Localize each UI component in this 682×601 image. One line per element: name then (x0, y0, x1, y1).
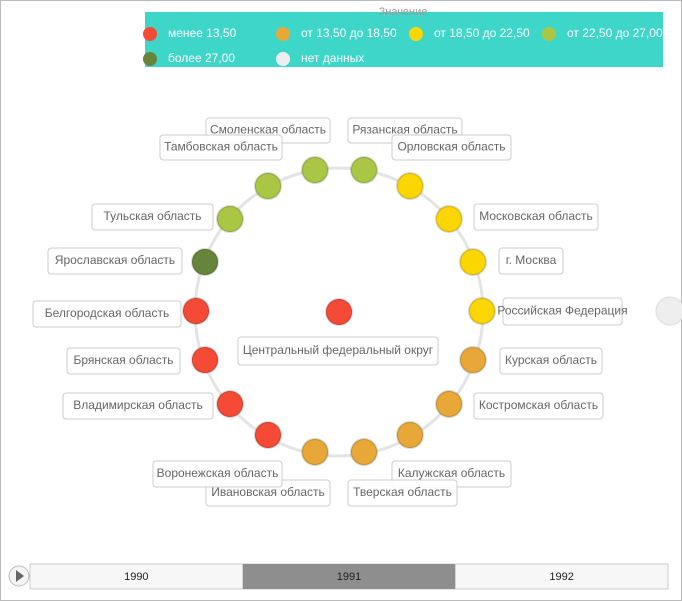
node-label: Тамбовская область (164, 140, 278, 154)
legend-swatch (542, 27, 556, 41)
node-label-box (152, 460, 283, 488)
legend-label: от 22,50 до 27,00 (567, 26, 663, 40)
node-label-box (237, 336, 439, 366)
node-label: Российская Федерация (497, 304, 627, 318)
node[interactable] (459, 346, 487, 374)
node[interactable] (435, 205, 463, 233)
node[interactable] (396, 172, 424, 200)
legend-swatch (276, 27, 290, 41)
node-label: Центральный федеральный округ (243, 343, 434, 357)
legend-title: Значение (379, 6, 428, 18)
node[interactable] (301, 438, 329, 466)
legend-box (145, 12, 663, 67)
node[interactable] (396, 421, 424, 449)
legend-label: от 18,50 до 22,50 (434, 26, 530, 40)
legend-label: нет данных (301, 51, 364, 65)
node[interactable] (216, 205, 244, 233)
node[interactable] (435, 390, 463, 418)
ghost-node (655, 296, 682, 326)
legend-swatch (409, 27, 423, 41)
node[interactable] (350, 156, 378, 184)
node-label-box (47, 247, 183, 275)
timeline-selected (242, 564, 456, 589)
node-label-box (473, 392, 604, 420)
node-label: Воронежская область (157, 466, 279, 480)
node-label-box (91, 203, 214, 231)
node-label-box (502, 297, 623, 326)
node-label-box (498, 247, 564, 275)
legend-swatch (143, 27, 157, 41)
node-label: Ярославская область (55, 253, 175, 267)
node-label: Ивановская область (211, 485, 325, 499)
node-label: Брянская область (74, 353, 174, 367)
legend-label: менее 13,50 (168, 26, 237, 40)
node-label-box (62, 392, 214, 420)
node-label-box (391, 134, 512, 161)
node[interactable] (254, 421, 282, 449)
node[interactable] (182, 297, 210, 325)
node-label: г. Москва (506, 253, 557, 267)
node-label-box (473, 203, 599, 231)
node[interactable] (468, 297, 496, 325)
node[interactable] (350, 438, 378, 466)
node[interactable] (254, 172, 282, 200)
node-label: Тверская область (353, 485, 452, 499)
play-icon (16, 570, 24, 582)
node-label: Костромская область (479, 398, 598, 412)
node-label: Калужская область (398, 466, 505, 480)
node[interactable] (191, 346, 219, 374)
legend-label: от 13,50 до 18,50 (301, 26, 397, 40)
node-label: Курская область (505, 353, 597, 367)
timeline-year[interactable]: 1992 (549, 571, 573, 583)
timeline-year[interactable]: 1991 (337, 571, 361, 583)
node[interactable] (459, 248, 487, 276)
node-label-box (32, 300, 182, 328)
node[interactable] (301, 156, 329, 184)
timeline-year[interactable]: 1990 (124, 571, 148, 583)
legend-swatch (143, 52, 157, 66)
node[interactable] (325, 298, 353, 326)
node-label-box (347, 479, 458, 507)
legend-label: более 27,00 (168, 51, 235, 65)
node[interactable] (216, 390, 244, 418)
node-label: Московская область (479, 209, 593, 223)
node-label-box (66, 347, 181, 375)
node-label-box (159, 134, 283, 161)
node-label: Рязанская область (352, 123, 457, 137)
node-label: Орловская область (397, 140, 505, 154)
node-label: Владимирская область (73, 398, 202, 412)
node-label-box (499, 347, 603, 375)
legend-swatch (276, 52, 290, 66)
node[interactable] (191, 248, 219, 276)
node-label: Белгородская область (45, 306, 169, 320)
node-label: Тульская область (103, 209, 201, 223)
node-label: Смоленская область (210, 123, 326, 137)
